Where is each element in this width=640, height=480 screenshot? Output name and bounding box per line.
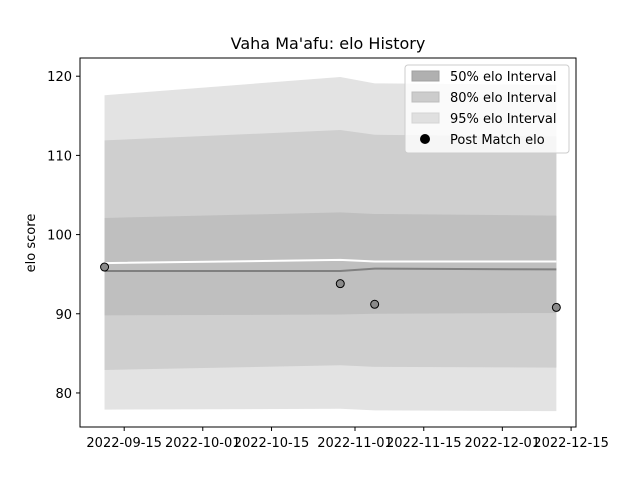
band-50-elo-interval xyxy=(104,212,557,316)
y-tick-label: 90 xyxy=(55,308,72,323)
y-axis-label: elo score xyxy=(24,214,39,273)
y-tick-label: 80 xyxy=(55,387,72,402)
y-tick-label: 120 xyxy=(47,70,72,85)
plot-frame xyxy=(79,57,577,428)
x-tick-label: 2022-11-01 xyxy=(317,436,393,451)
legend-label: 50% elo Interval xyxy=(450,70,557,85)
post-match-elo-point xyxy=(551,302,561,312)
x-tick-label: 2022-12-15 xyxy=(533,436,609,451)
legend-swatch xyxy=(411,70,440,82)
plot-area xyxy=(100,77,561,412)
post-match-elo-point xyxy=(370,299,380,309)
median-line xyxy=(104,267,557,273)
x-tick-label: 2022-09-15 xyxy=(86,436,162,451)
y-tick-label: 100 xyxy=(47,229,72,244)
legend-marker xyxy=(420,134,430,144)
legend-swatch xyxy=(411,112,440,124)
legend-swatch xyxy=(411,91,440,103)
mean-line xyxy=(104,258,557,265)
legend-label: Post Match elo xyxy=(450,133,545,148)
legend-label: 95% elo Interval xyxy=(450,112,557,127)
x-tick-label: 2022-10-15 xyxy=(234,436,310,451)
y-tick-label: 110 xyxy=(47,149,72,164)
x-tick-label: 2022-10-01 xyxy=(165,436,241,451)
legend-box xyxy=(404,64,570,154)
legend-label: 80% elo Interval xyxy=(450,91,557,106)
legend: 50% elo Interval 80% elo Interval 95% elo … xyxy=(404,64,570,154)
post-match-elo-point xyxy=(335,279,345,289)
post-match-elo-point xyxy=(100,262,110,272)
x-tick-label: 2022-12-01 xyxy=(465,436,541,451)
axes: 80 90 100 110 120 2022-09-15 2022-10-012022-10… xyxy=(47,57,609,451)
x-tick-label: 2022-11-15 xyxy=(386,436,462,451)
chart-title: Vaha Ma'afu: elo History xyxy=(231,34,426,53)
